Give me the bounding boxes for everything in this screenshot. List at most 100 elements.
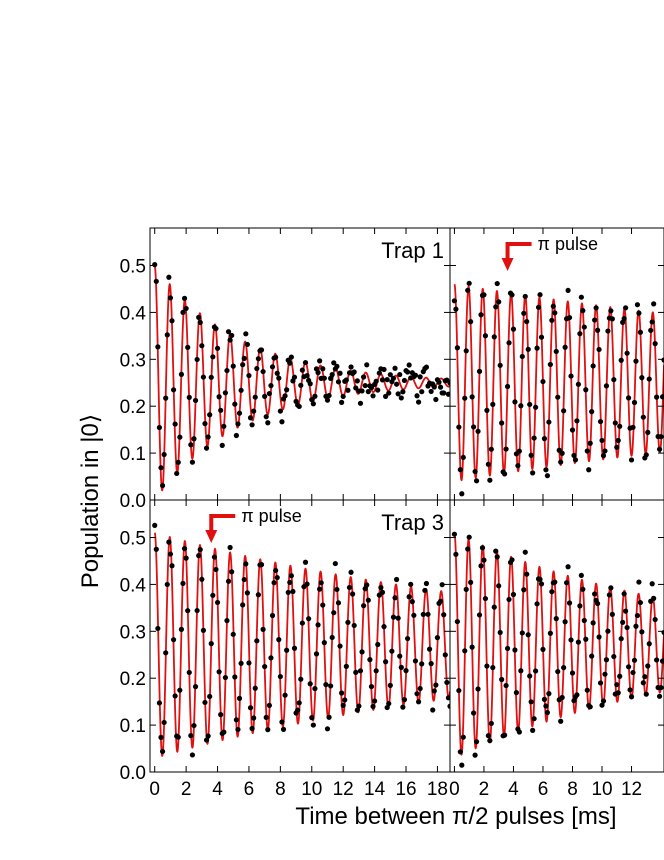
data-point xyxy=(249,422,255,428)
x-tick-label: 0 xyxy=(449,779,460,800)
data-point xyxy=(544,473,551,479)
data-point xyxy=(313,651,320,657)
data-point xyxy=(214,345,221,351)
data-point xyxy=(658,684,664,691)
x-tick-label: 12 xyxy=(333,779,354,800)
data-point xyxy=(180,580,186,586)
data-point xyxy=(558,718,564,724)
data-point xyxy=(555,394,561,400)
data-point xyxy=(368,385,375,391)
data-point xyxy=(648,327,654,333)
data-point xyxy=(306,616,312,622)
data-point xyxy=(170,637,177,643)
data-point xyxy=(185,344,191,350)
data-point xyxy=(213,566,219,573)
data-point xyxy=(543,703,549,709)
data-point xyxy=(260,626,266,632)
data-point xyxy=(469,394,475,400)
data-point xyxy=(476,368,483,374)
data-point xyxy=(608,308,614,314)
data-point xyxy=(208,374,214,380)
data-point xyxy=(627,687,633,693)
data-point xyxy=(370,393,376,399)
data-point xyxy=(600,453,607,459)
data-point xyxy=(304,372,310,379)
data-point xyxy=(219,442,225,448)
data-point xyxy=(247,705,254,711)
data-point xyxy=(419,661,425,667)
data-point xyxy=(541,696,548,702)
data-point xyxy=(199,343,205,349)
data-point xyxy=(562,344,568,350)
y-tick-label: 0.0 xyxy=(120,763,146,784)
data-point xyxy=(497,629,503,636)
data-point xyxy=(378,584,384,591)
data-point xyxy=(577,331,583,337)
data-point xyxy=(153,546,159,552)
data-point xyxy=(503,446,509,452)
data-point xyxy=(566,600,573,606)
data-point xyxy=(519,353,525,360)
data-point xyxy=(614,444,620,450)
data-point xyxy=(387,372,393,378)
data-point xyxy=(512,399,518,405)
data-point xyxy=(558,459,564,465)
data-point xyxy=(324,726,331,732)
data-point xyxy=(384,704,390,711)
data-point xyxy=(645,429,651,435)
data-point xyxy=(376,370,382,376)
fit-curve xyxy=(153,532,450,758)
data-point xyxy=(211,554,217,560)
data-point xyxy=(299,367,305,373)
data-point xyxy=(269,612,276,619)
data-point xyxy=(621,591,627,597)
x-tick-label: 2 xyxy=(181,779,192,800)
data-point xyxy=(499,676,505,683)
data-point xyxy=(258,562,265,568)
pi-pulse-label: π pulse xyxy=(241,506,301,526)
data-point xyxy=(357,400,364,406)
data-point xyxy=(404,369,411,375)
data-point xyxy=(189,752,196,758)
data-point xyxy=(356,703,362,709)
data-point xyxy=(263,414,269,420)
data-point xyxy=(158,465,164,471)
data-point xyxy=(408,581,414,587)
data-point xyxy=(538,581,545,587)
data-point xyxy=(494,554,500,560)
y-tick-label: 0.5 xyxy=(120,257,146,278)
y-tick-label: 0.3 xyxy=(120,622,146,643)
data-point xyxy=(302,559,309,565)
data-point xyxy=(394,381,400,387)
data-point xyxy=(649,319,655,325)
y-tick-label: 0.3 xyxy=(120,350,146,371)
data-point xyxy=(521,310,527,316)
data-point xyxy=(571,698,577,704)
data-point xyxy=(177,687,183,693)
data-point xyxy=(633,358,639,364)
data-point xyxy=(225,578,232,584)
data-point xyxy=(284,387,290,393)
data-point xyxy=(170,387,177,393)
data-point xyxy=(189,459,196,465)
data-point xyxy=(216,669,222,675)
data-point xyxy=(625,395,632,401)
data-point xyxy=(502,471,508,477)
data-point xyxy=(624,350,630,356)
data-point xyxy=(326,392,332,399)
data-point xyxy=(499,420,505,426)
data-point xyxy=(260,368,266,375)
data-point xyxy=(175,459,181,465)
pi-pulse-arrow-head xyxy=(501,258,514,271)
data-point xyxy=(623,608,629,614)
data-point xyxy=(578,294,584,300)
data-point xyxy=(540,378,546,385)
data-point xyxy=(414,691,420,697)
data-point xyxy=(531,435,537,441)
data-point xyxy=(533,404,539,410)
data-point xyxy=(222,390,228,396)
data-point xyxy=(615,437,621,444)
data-point xyxy=(172,421,178,427)
data-point xyxy=(227,544,233,551)
data-point xyxy=(343,663,349,669)
